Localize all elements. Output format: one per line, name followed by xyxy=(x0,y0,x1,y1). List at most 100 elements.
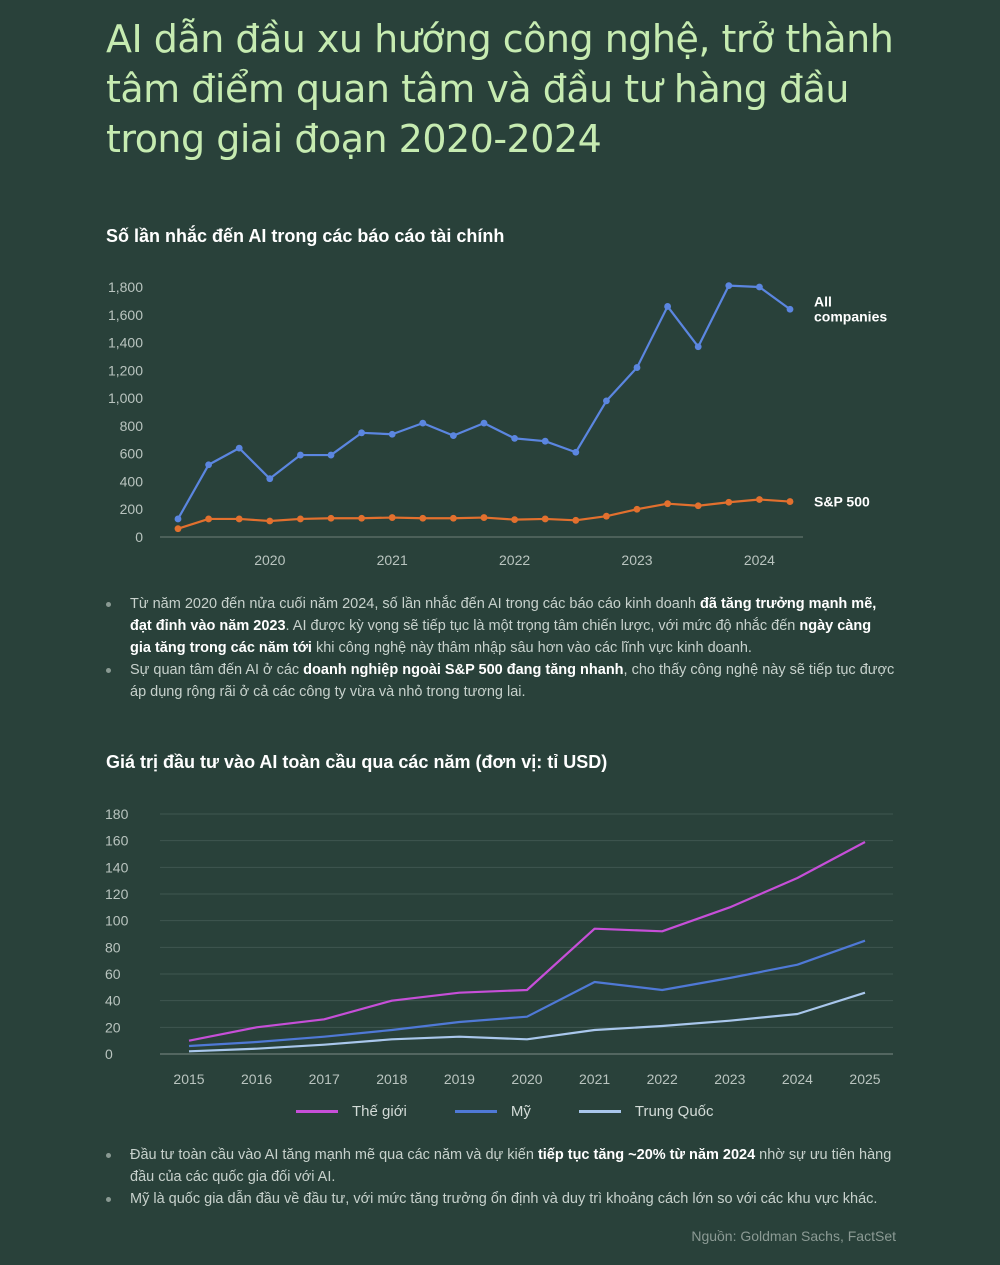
chart1-y-tick-label: 1,600 xyxy=(108,307,143,323)
chart1-data-point xyxy=(450,432,457,440)
chart1-data-point xyxy=(725,282,733,290)
chart1-data-point xyxy=(756,496,763,503)
chart1-data-point xyxy=(450,514,457,522)
note-text: Đầu tư toàn cầu vào AI tăng mạnh mẽ qua … xyxy=(130,1147,538,1163)
chart1-data-point xyxy=(174,515,182,523)
bullet-icon xyxy=(106,602,111,607)
chart1-data-point xyxy=(541,437,549,445)
chart2-series-line-0 xyxy=(188,841,866,1042)
chart2-notes: Đầu tư toàn cầu vào AI tăng mạnh mẽ qua … xyxy=(106,1144,896,1210)
chart1-data-point xyxy=(205,461,213,469)
chart2-x-tick-label: 2017 xyxy=(309,1071,340,1087)
note-emphasis: tiếp tục tăng ~20% từ năm 2024 xyxy=(537,1147,756,1163)
legend-item-my: Mỹ xyxy=(454,1103,531,1120)
chart2-y-tick-label: 80 xyxy=(105,939,121,955)
legend-label-trung-quoc: Trung Quốc xyxy=(634,1103,714,1120)
chart1-data-point xyxy=(511,434,518,442)
chart1-data-point xyxy=(480,419,488,427)
chart1-y-tick-label: 400 xyxy=(120,473,144,489)
chart1-x-tick-label: 2021 xyxy=(377,552,408,568)
chart1-data-point xyxy=(266,475,274,483)
chart1-data-point xyxy=(358,514,365,522)
chart1-data-point xyxy=(419,514,427,522)
chart2-x-tick-label: 2016 xyxy=(241,1071,272,1087)
chart1-series-label: All xyxy=(814,294,832,310)
chart2-y-tick-label: 160 xyxy=(105,833,129,849)
chart2-title: Giá trị đầu tư vào AI toàn cầu qua các n… xyxy=(106,752,608,772)
chart1-data-point xyxy=(541,515,549,523)
chart1-data-point xyxy=(756,283,763,291)
chart1-y-tick-label: 1,200 xyxy=(108,362,143,378)
source-note: Nguồn: Goldman Sachs, FactSet xyxy=(691,1228,896,1244)
chart1-series-label: S&P 500 xyxy=(814,494,870,510)
page-title-line-3: trong giai đoạn 2020-2024 xyxy=(106,117,602,161)
chart1-data-point xyxy=(266,517,274,525)
chart2-x-tick-label: 2024 xyxy=(782,1071,813,1087)
page-title: AI dẫn đầu xu hướng công nghệ, trở thành… xyxy=(106,14,926,164)
chart1-data-point xyxy=(297,451,304,459)
chart1-data-point xyxy=(572,448,580,456)
chart1-data-point xyxy=(603,397,610,405)
chart1-x-tick-label: 2020 xyxy=(254,552,285,568)
bullet-icon xyxy=(106,1197,111,1202)
page-title-line-1: AI dẫn đầu xu hướng công nghệ, trở thành xyxy=(106,17,894,61)
chart1-data-point xyxy=(480,514,488,521)
chart1-x-tick-label: 2022 xyxy=(499,552,530,568)
chart2-note-item: Đầu tư toàn cầu vào AI tăng mạnh mẽ qua … xyxy=(106,1144,896,1188)
chart2-y-tick-label: 100 xyxy=(105,913,129,929)
chart2-series-line-2 xyxy=(188,991,866,1053)
legend-swatch-trung-quoc xyxy=(578,1110,621,1113)
note-text: nhờ sự ưu tiên hàng đầu của các quốc gia… xyxy=(130,1147,892,1185)
chart1-data-point xyxy=(633,505,641,513)
chart1-y-tick-label: 800 xyxy=(120,418,144,434)
legend-item-the-gioi: Thế giới xyxy=(296,1103,407,1120)
chart1-data-point xyxy=(235,444,243,452)
chart2-series-line-1 xyxy=(188,939,866,1048)
chart2-x-tick-label: 2025 xyxy=(849,1071,880,1087)
chart2-y-tick-label: 180 xyxy=(105,806,129,822)
chart2-y-tick-label: 120 xyxy=(105,886,129,902)
chart1-y-tick-label: 600 xyxy=(120,446,144,462)
chart1-note-item: Từ năm 2020 đến nửa cuối năm 2024, số lầ… xyxy=(106,593,896,659)
chart2-x-tick-label: 2021 xyxy=(579,1071,610,1087)
legend-item-trung-quoc: Trung Quốc xyxy=(578,1103,714,1120)
note-text: . AI được kỳ vọng sẽ tiếp tục là một trọ… xyxy=(285,618,800,634)
chart1-data-point xyxy=(327,451,335,459)
chart2-x-tick-label: 2020 xyxy=(511,1071,542,1087)
chart1-data-point xyxy=(419,419,427,427)
chart1-data-point xyxy=(511,516,518,524)
page-title-line-2: tâm điểm quan tâm và đầu tư hàng đầu xyxy=(106,67,850,111)
legend-swatch-the-gioi xyxy=(296,1110,338,1113)
chart1-title: Số lần nhắc đến AI trong các báo cáo tài… xyxy=(106,226,505,246)
note-text: , cho thấy công nghệ này sẽ tiếp tục đượ… xyxy=(130,662,895,700)
note-emphasis: doanh nghiệp ngoài S&P 500 đang tăng nha… xyxy=(303,662,624,678)
chart1-data-point xyxy=(694,502,702,510)
chart1-data-point xyxy=(297,515,304,523)
chart1-data-point xyxy=(664,500,671,508)
chart2-y-tick-label: 140 xyxy=(105,859,129,875)
chart1-note-item: Sự quan tâm đến AI ở các doanh nghiệp ng… xyxy=(106,659,896,703)
chart1-y-tick-label: 1,800 xyxy=(108,279,143,295)
note-text: Mỹ là quốc gia dẫn đầu về đầu tư, với mứ… xyxy=(130,1191,878,1207)
legend-label-my: Mỹ xyxy=(510,1103,531,1120)
chart1-x-tick-label: 2024 xyxy=(744,552,775,568)
chart2-x-tick-label: 2022 xyxy=(647,1071,678,1087)
chart2-x-tick-label: 2019 xyxy=(444,1071,475,1087)
chart1-data-point xyxy=(786,498,794,505)
chart2-y-tick-label: 60 xyxy=(105,966,121,982)
note-emphasis: đã tăng trưởng mạnh mẽ, đạt đỉnh vào năm… xyxy=(130,596,877,634)
chart1-y-tick-label: 0 xyxy=(135,529,143,545)
chart1-series-label: companies xyxy=(814,309,887,325)
chart2-x-tick-label: 2023 xyxy=(714,1071,745,1087)
chart1-data-point xyxy=(174,525,182,533)
chart2-x-tick-label: 2018 xyxy=(376,1071,407,1087)
chart1-y-tick-label: 1,400 xyxy=(108,335,143,351)
chart1-data-point xyxy=(664,303,671,310)
chart2-legend: Thế giới Mỹ Trung Quốc xyxy=(296,1103,762,1120)
chart2-y-tick-label: 0 xyxy=(105,1046,113,1062)
note-text: Từ năm 2020 đến nửa cuối năm 2024, số lầ… xyxy=(130,596,700,612)
chart1-data-point xyxy=(358,429,365,437)
chart1-data-point xyxy=(388,430,396,438)
legend-label-the-gioi: Thế giới xyxy=(352,1103,407,1120)
note-text: khi công nghệ này thâm nhập sâu hơn vào … xyxy=(311,640,752,656)
